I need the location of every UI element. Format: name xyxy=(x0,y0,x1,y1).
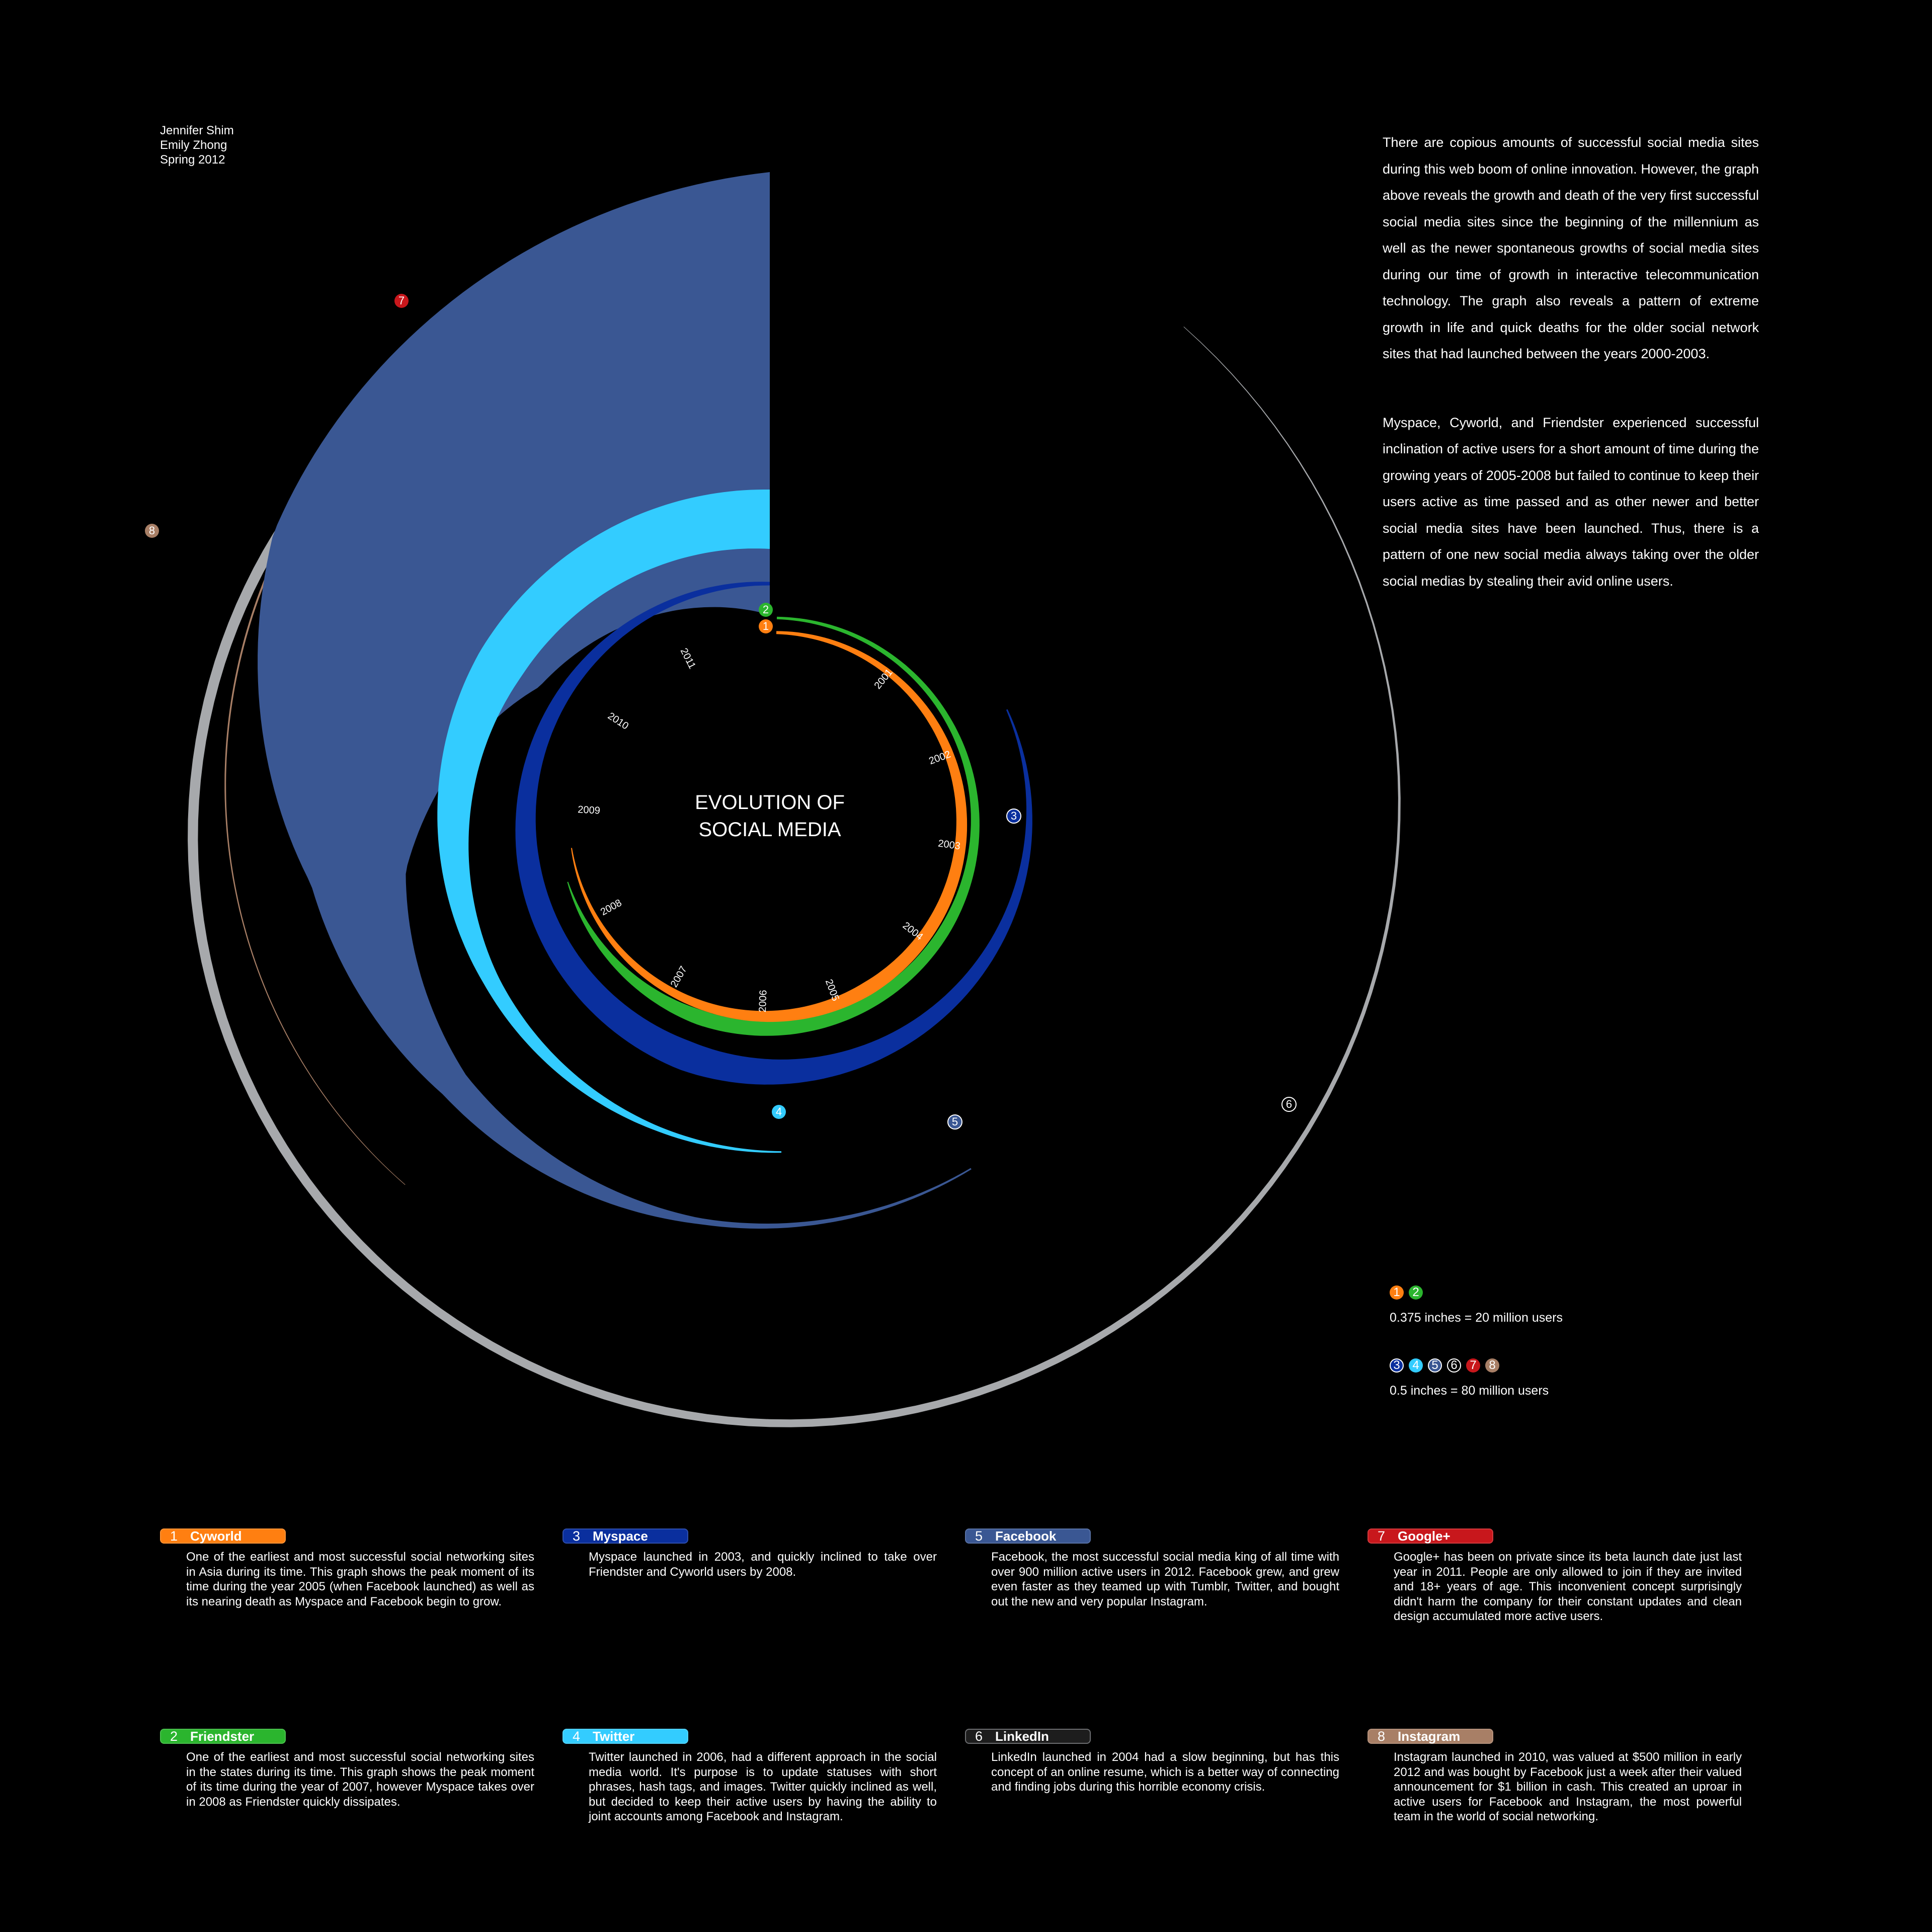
credit-author-1: Jennifer Shim xyxy=(160,124,234,137)
band-twitter xyxy=(437,490,782,1153)
marker-number: 5 xyxy=(952,1115,958,1128)
site-cyworld: 1 Cyworld One of the earliest and most s… xyxy=(160,1528,542,1609)
diagram-title-line-2: SOCIAL MEDIA xyxy=(698,819,841,841)
site-label: 4 Twitter xyxy=(562,1729,688,1744)
year-label: 2001 xyxy=(872,667,895,691)
scale-marker: 8 xyxy=(1485,1358,1499,1373)
site-number: 8 xyxy=(1378,1728,1386,1744)
site-label: 7 Google+ xyxy=(1367,1528,1493,1544)
site-name: Cyworld xyxy=(190,1528,242,1544)
band-facebook xyxy=(258,172,972,1229)
band-markers: 1 2 3 4 5 6 7 8 xyxy=(145,294,1297,1130)
site-name: Myspace xyxy=(593,1528,648,1544)
scale-marker: 6 xyxy=(1447,1358,1461,1373)
diagram-title-line-1: EVOLUTION OF xyxy=(695,791,845,814)
year-label: 2009 xyxy=(578,804,601,816)
year-label: 2007 xyxy=(669,964,689,990)
site-name: Facebook xyxy=(995,1528,1057,1544)
intro-paragraph-2: Myspace, Cyworld, and Friendster experie… xyxy=(1383,415,1759,589)
year-label: 2005 xyxy=(823,978,841,1002)
marker-number: 2 xyxy=(763,603,769,616)
marker-3 xyxy=(1006,809,1021,824)
site-description: One of the earliest and most successful … xyxy=(186,1750,534,1809)
site-number: 2 xyxy=(170,1728,178,1744)
site-number: 4 xyxy=(573,1728,581,1744)
credit-term: Spring 2012 xyxy=(160,153,225,167)
site-description: One of the earliest and most successful … xyxy=(186,1550,534,1608)
year-label: 2006 xyxy=(757,990,769,1012)
site-label: 1 Cyworld xyxy=(160,1528,286,1544)
site-label: 6 LinkedIn xyxy=(965,1729,1091,1744)
year-label: 2008 xyxy=(599,897,624,918)
intro-paragraph-1: There are copious amounts of successful … xyxy=(1383,135,1759,361)
site-label: 3 Myspace xyxy=(562,1528,688,1544)
spiral-bands xyxy=(188,172,1401,1427)
site-description: Google+ has been on private since its be… xyxy=(1394,1550,1742,1623)
scale-marker: 7 xyxy=(1466,1358,1480,1373)
site-facebook: 5 Facebook Facebook, the most successful… xyxy=(965,1528,1347,1609)
scale-marker: 3 xyxy=(1390,1358,1404,1373)
site-description: Facebook, the most successful social med… xyxy=(991,1550,1339,1608)
scale-text: 0.375 inches = 20 million users xyxy=(1390,1311,1563,1325)
site-name: Instagram xyxy=(1398,1728,1461,1744)
site-number: 5 xyxy=(975,1528,983,1544)
site-number: 1 xyxy=(170,1528,178,1544)
site-number: 7 xyxy=(1378,1528,1386,1544)
scale-marker: 2 xyxy=(1409,1285,1423,1300)
marker-4 xyxy=(772,1105,786,1119)
year-label: 2010 xyxy=(606,710,630,732)
site-googleplus: 7 Google+ Google+ has been on private si… xyxy=(1367,1528,1750,1624)
scale-marker: 5 xyxy=(1428,1358,1442,1373)
marker-2 xyxy=(759,603,773,617)
marker-6 xyxy=(1281,1097,1297,1112)
marker-7 xyxy=(394,294,409,308)
site-number: 3 xyxy=(573,1528,581,1544)
site-friendster: 2 Friendster One of the earliest and mos… xyxy=(160,1729,542,1809)
scale-text: 0.5 inches = 80 million users xyxy=(1390,1384,1549,1398)
scale-marker: 1 xyxy=(1390,1285,1404,1300)
marker-number: 4 xyxy=(776,1105,782,1118)
site-label: 2 Friendster xyxy=(160,1729,286,1744)
site-twitter: 4 Twitter Twitter launched in 2006, had … xyxy=(562,1729,945,1824)
site-label: 8 Instagram xyxy=(1367,1729,1493,1744)
site-description: LinkedIn launched in 2004 had a slow beg… xyxy=(991,1750,1339,1794)
site-description: Twitter launched in 2006, had a differen… xyxy=(589,1750,937,1823)
marker-number: 3 xyxy=(1011,810,1017,822)
site-name: Twitter xyxy=(593,1728,635,1744)
site-name: Google+ xyxy=(1398,1528,1451,1544)
marker-number: 7 xyxy=(398,294,405,307)
marker-number: 8 xyxy=(149,524,155,537)
site-linkedin: 6 LinkedIn LinkedIn launched in 2004 had… xyxy=(965,1729,1347,1795)
marker-1 xyxy=(759,619,773,633)
marker-number: 1 xyxy=(763,620,769,632)
marker-number: 6 xyxy=(1286,1098,1292,1110)
site-instagram: 8 Instagram Instagram launched in 2010, … xyxy=(1367,1729,1750,1824)
credit-author-2: Emily Zhong xyxy=(160,138,227,152)
marker-8 xyxy=(145,524,159,538)
site-myspace: 3 Myspace Myspace launched in 2003, and … xyxy=(562,1528,945,1579)
site-label: 5 Facebook xyxy=(965,1528,1091,1544)
scale-marker: 4 xyxy=(1409,1358,1423,1373)
site-name: Friendster xyxy=(190,1728,255,1744)
site-number: 6 xyxy=(975,1728,983,1744)
site-description: Myspace launched in 2003, and quickly in… xyxy=(589,1550,937,1579)
intro-text: There are copious amounts of successful … xyxy=(1383,129,1759,636)
credits: Jennifer Shim Emily Zhong Spring 2012 xyxy=(160,123,234,167)
site-name: LinkedIn xyxy=(995,1728,1049,1744)
site-description: Instagram launched in 2010, was valued a… xyxy=(1394,1750,1742,1823)
year-label: 2011 xyxy=(678,647,698,671)
marker-5 xyxy=(947,1114,962,1130)
